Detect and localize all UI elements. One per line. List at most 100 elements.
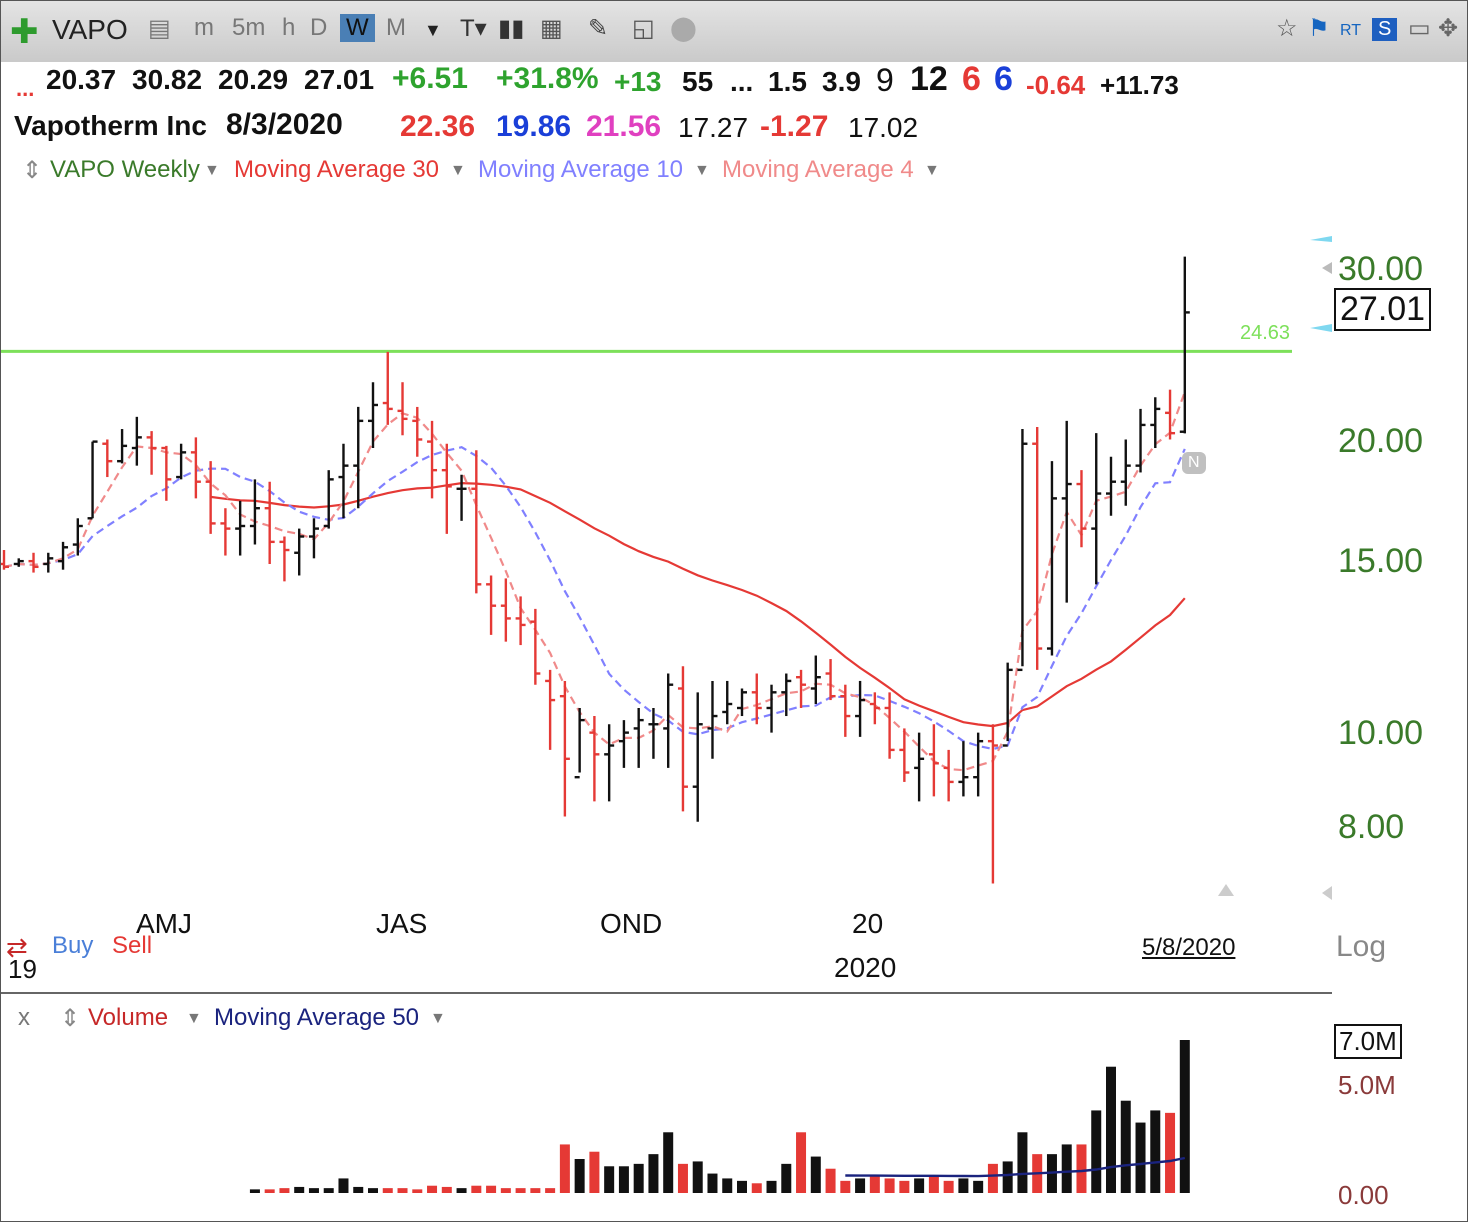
ma4-dropdown-icon[interactable]: ▼ (924, 162, 940, 179)
timeframe-dropdown-icon[interactable]: ▼ (424, 20, 442, 40)
s-badge[interactable]: S (1372, 18, 1398, 41)
legend-ma4[interactable]: Moving Average 4 (722, 156, 914, 183)
star-icon[interactable]: ☆ (1276, 15, 1298, 42)
volume-bar (249, 1189, 260, 1193)
volume-bar (368, 1188, 378, 1193)
series-grip-icon[interactable]: ⇕ (22, 157, 43, 184)
series-dropdown-icon[interactable]: ▼ (204, 162, 220, 179)
save-icon[interactable]: ▭ (1408, 15, 1431, 42)
stat-v5: 9 (876, 62, 894, 98)
stat-c: 21.56 (586, 110, 662, 143)
notes-icon[interactable]: ◱ (632, 15, 655, 42)
price-bar (72, 518, 83, 556)
volume-bar (427, 1185, 438, 1193)
price-bar (958, 741, 969, 797)
volume-bar (958, 1178, 969, 1193)
bar-chart-icon[interactable]: ▮▮ (498, 15, 525, 42)
volume-bar (1017, 1132, 1028, 1193)
volume-bar (766, 1180, 777, 1193)
stat-v6: 12 (910, 60, 948, 98)
price-label-8: 8.00 (1338, 808, 1405, 846)
price-bar (382, 351, 393, 425)
price-bar (102, 439, 113, 478)
price-bar (279, 536, 290, 582)
buy-button[interactable]: Buy (52, 932, 94, 959)
stat-v9: -0.64 (1026, 70, 1086, 100)
timeframe-minute[interactable]: m (194, 14, 214, 41)
volume-bar (1165, 1112, 1176, 1193)
change-value: +6.51 (392, 62, 468, 95)
volume-bar (692, 1161, 703, 1193)
ma30-dropdown-icon[interactable]: ▼ (450, 162, 466, 179)
symbol-field[interactable]: VAPO (52, 14, 128, 45)
volume-bar (1076, 1144, 1087, 1193)
timeframe-5min[interactable]: 5m (232, 14, 266, 41)
price-bar (663, 673, 674, 768)
close-panel-button[interactable]: x (18, 1004, 30, 1031)
volume-bar (486, 1185, 497, 1193)
legend-ma30[interactable]: Moving Average 30 (234, 156, 440, 183)
x-label-amj: AMJ (136, 908, 192, 939)
volume-bar (663, 1132, 674, 1193)
volume-bar (308, 1188, 319, 1193)
price-bar (633, 707, 644, 768)
volume-label-5m: 5.0M (1338, 1070, 1396, 1100)
volume-bar (840, 1180, 851, 1193)
legend-series[interactable]: VAPO Weekly (50, 156, 200, 183)
stat-v7: 6 (962, 60, 981, 98)
volume-bar (869, 1176, 880, 1193)
timeframe-hour[interactable]: h (282, 14, 296, 41)
grid-add-icon[interactable]: ▦ (540, 15, 563, 42)
price-bar (161, 445, 172, 501)
price-bar (515, 596, 526, 646)
link-icon[interactable]: ▤ (148, 15, 171, 42)
price-bar (323, 470, 334, 529)
price-bar (1179, 256, 1190, 434)
ma10-dropdown-icon[interactable]: ▼ (694, 162, 710, 179)
price-bar (43, 552, 54, 573)
price-bar (899, 728, 910, 782)
volume-ma-dropdown-icon[interactable]: ▼ (430, 1010, 446, 1027)
price-bar (559, 680, 570, 817)
scroll-up-icon (1218, 884, 1234, 896)
volume-label-0: 0.00 (1338, 1180, 1389, 1210)
text-tool-icon[interactable]: T▾ (460, 15, 487, 42)
volume-bar (618, 1166, 629, 1193)
price-bar (500, 578, 511, 642)
volume-bar (604, 1166, 615, 1193)
stat-d: 17.27 (678, 112, 749, 143)
price-bar (146, 431, 157, 475)
legend-ma10[interactable]: Moving Average 10 (478, 156, 684, 183)
flag-icon[interactable]: ⚑ (1308, 15, 1330, 42)
legend-volume-ma50[interactable]: Moving Average 50 (214, 1004, 420, 1031)
price-bar (692, 692, 703, 822)
price-bar (427, 420, 438, 499)
high-value: 30.82 (132, 64, 203, 95)
stat-v4: 3.9 (822, 66, 861, 97)
company-name: Vapotherm Inc (14, 110, 207, 141)
pencil-icon[interactable]: ✎ (588, 15, 609, 42)
volume-bar (855, 1178, 866, 1193)
legend-volume[interactable]: Volume (88, 1004, 169, 1031)
sell-button[interactable]: Sell (112, 932, 153, 959)
realtime-badge[interactable]: RT (1340, 22, 1362, 39)
volume-bar (1135, 1122, 1146, 1193)
timeframe-week[interactable]: W (340, 14, 375, 42)
log-toggle[interactable]: Log (1336, 930, 1387, 963)
price-bar (855, 680, 866, 737)
price-bar (840, 684, 851, 737)
trade-icon[interactable]: ⇄ (6, 932, 28, 962)
price-bar (13, 558, 24, 567)
move-icon[interactable]: ✥ (1438, 15, 1459, 42)
timeframe-month[interactable]: M (386, 14, 406, 41)
volume-bar (530, 1188, 541, 1193)
volume-grip-icon[interactable]: ⇕ (60, 1005, 81, 1032)
price-bar (973, 732, 984, 797)
add-symbol-icon[interactable]: ✚ (10, 13, 39, 51)
price-bar (471, 450, 482, 594)
volume-dropdown-icon[interactable]: ▼ (186, 1010, 202, 1027)
price-bar (0, 550, 9, 570)
share-icon[interactable]: ⬤ (670, 15, 697, 42)
volume-bar (441, 1186, 452, 1193)
timeframe-day[interactable]: D (310, 14, 328, 41)
